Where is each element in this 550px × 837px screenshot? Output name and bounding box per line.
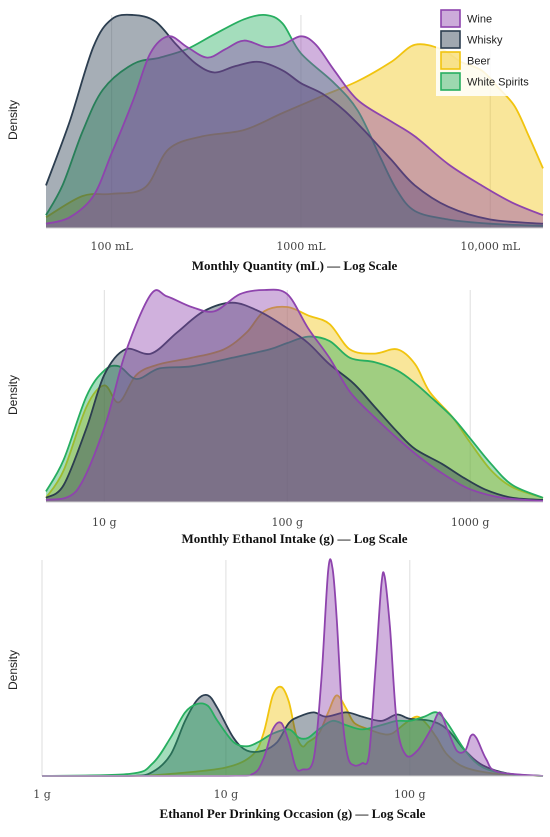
- area-2-white-spirits: [42, 703, 543, 776]
- tick-label-0-1: 1000 mL: [276, 240, 326, 253]
- line-2-whisky: [41, 693, 544, 777]
- monthly-quantity-panel: 100 mL 1000 mL 10,000 mL Monthly Quantity (…: [6, 13, 544, 273]
- line-2-white-spirits: [41, 702, 544, 777]
- x-axis-label-1: Monthly Ethanol Intake (g) — Log Scale: [181, 531, 407, 546]
- y-axis-label-2: Density: [6, 650, 20, 690]
- line-0-white-spirits: [45, 13, 544, 227]
- legend-swatch-whisky: [440, 30, 461, 49]
- line-1-wine: [45, 288, 544, 502]
- tick-label-1-0: 10 g: [92, 516, 117, 529]
- area-0-wine: [46, 36, 543, 228]
- line-0-wine: [45, 35, 544, 225]
- legend-label-wine: Wine: [467, 14, 492, 26]
- monthly-ethanol-panel: 10 g 100 g 1000 g Monthly Ethanol Intake (g…: [6, 288, 544, 546]
- area-0-white-spirits: [46, 14, 543, 229]
- tick-label-2-0: 1 g: [33, 788, 51, 801]
- area-2-whisky: [42, 694, 543, 776]
- tick-label-1-2: 1000 g: [451, 516, 490, 529]
- legend-swatch-wine: [440, 9, 461, 28]
- legend: Wine Whisky Beer White Spirits: [436, 6, 540, 96]
- area-1-beer: [46, 306, 543, 502]
- line-1-white-spirits: [45, 335, 544, 499]
- line-2-wine: [41, 558, 544, 777]
- line-1-whisky: [45, 301, 544, 501]
- legend-label-beer: Beer: [467, 56, 491, 68]
- tick-label-2-1: 10 g: [214, 788, 239, 801]
- area-0-whisky: [46, 14, 543, 228]
- legend-label-whisky: Whisky: [467, 35, 503, 47]
- y-axis-label-1: Density: [6, 375, 20, 415]
- legend-background: [436, 6, 540, 96]
- ethanol-per-occasion-panel: 1 g 10 g 100 g Ethanol Per Drinking Occasio…: [6, 558, 544, 821]
- y-axis-label-0: Density: [6, 100, 20, 140]
- tick-label-2-2: 100 g: [394, 788, 426, 801]
- tick-label-0-0: 100 mL: [91, 240, 134, 253]
- area-0-beer: [46, 44, 543, 228]
- line-2-beer: [41, 685, 544, 777]
- x-axis-label-0: Monthly Quantity (mL) — Log Scale: [192, 258, 398, 273]
- tick-label-1-1: 100 g: [271, 516, 303, 529]
- legend-label-white-spirits: White Spirits: [467, 77, 529, 89]
- legend-swatch-white-spirits: [440, 72, 461, 91]
- tick-label-0-2: 10,000 mL: [460, 240, 520, 253]
- area-1-white-spirits: [46, 336, 543, 502]
- legend-swatch-beer: [440, 51, 461, 70]
- x-axis-label-2: Ethanol Per Drinking Occasion (g) — Log …: [160, 806, 426, 821]
- line-0-whisky: [45, 13, 544, 225]
- area-1-wine: [46, 289, 543, 502]
